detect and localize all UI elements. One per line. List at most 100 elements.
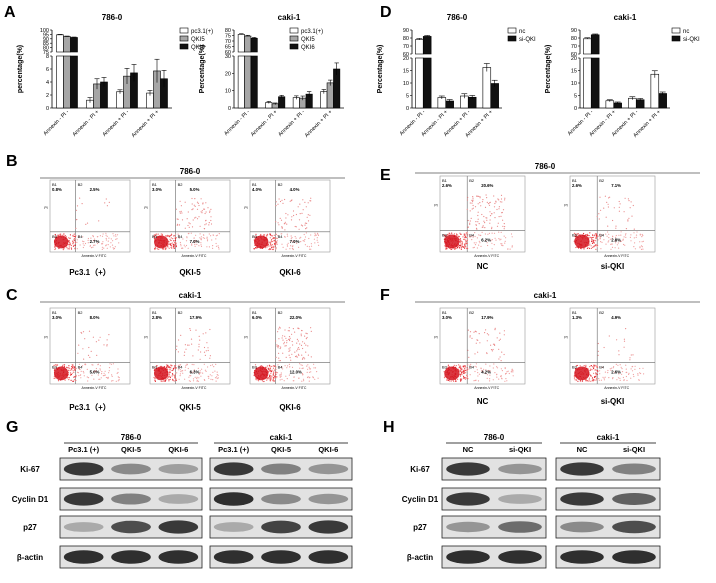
flow-event [475,331,477,333]
flow-event [307,214,309,216]
flow-event [154,247,156,249]
y-tick-label: 15 [571,69,577,75]
flow-event [72,380,74,382]
flow-event [186,364,188,366]
flow-event [296,242,298,244]
flow-event [216,371,218,373]
quadrant-id: B4 [599,365,605,370]
flow-event [633,246,635,248]
flow-event [174,374,176,376]
flow-event [443,371,445,373]
flow-event [77,372,79,374]
flow-event [73,369,76,371]
bar [250,55,258,109]
flow-event [472,199,474,201]
flow-event [592,246,594,248]
flow-event [595,372,597,374]
flow-event [167,365,169,367]
flow-event [595,237,597,239]
flow-event [281,227,283,229]
flow-event [616,339,618,341]
flow-event [313,367,315,369]
y-tick-label: 65 [225,45,231,51]
flow-event [270,234,272,237]
flow-event [174,367,176,369]
flow-event [202,202,204,204]
flow-event [83,372,85,374]
flow-event [460,369,462,371]
flow-event [178,224,180,226]
blot-band [63,550,104,564]
flow-event [76,248,78,250]
flow-event [291,237,293,239]
flow-event [474,353,476,355]
flow-event [255,366,257,368]
flow-event [83,358,85,360]
flow-event [284,198,286,201]
flow-event [599,196,601,198]
flow-event [273,374,275,376]
flow-event [617,377,620,379]
flow-event [486,333,488,335]
flow-event [209,328,211,331]
quadrant-percent: 12.0% [290,370,302,375]
flow-event [275,205,277,207]
flow-panel-title: caki-1 [534,291,557,300]
flow-event [160,233,162,235]
flow-event [190,375,192,377]
flow-event [101,243,103,245]
flow-event [173,246,175,248]
flow-axis-y: PI [434,203,437,207]
flow-event [461,242,464,244]
flow-event [214,370,216,372]
bar [56,34,64,53]
flow-event [173,368,175,370]
quadrant-percent: 3.0% [152,187,162,192]
flow-event [77,352,79,354]
quadrant-percent: 22.0% [290,315,302,320]
flow-axis-y: PI [44,206,47,210]
flow-event [285,212,287,215]
blot-lane-label: Pc3.1 (+) [218,445,250,454]
flow-event [188,344,190,346]
flow-event [101,248,103,250]
flow-event [170,367,172,369]
blot-band [498,463,542,475]
blot-band [111,520,151,534]
flow-event [611,238,613,240]
flow-event [607,241,609,243]
flow-event [593,239,595,241]
flow-sample-label: NC [477,397,489,406]
blot-row-label: β-actin [17,553,43,562]
flow-sample-label: Pc3.1（+） [69,267,111,277]
flow-event [118,379,120,381]
flow-event [172,378,174,380]
flow-event [195,216,197,218]
quadrant-id: B1 [572,178,578,183]
legend-swatch [179,35,189,42]
flow-event [470,217,472,219]
y-tick-label: 0 [574,106,577,112]
legend-label: nc [683,29,689,35]
flow-event [483,368,485,370]
flow-event [618,373,620,375]
flow-event [267,367,269,369]
flow-event [307,220,310,222]
flow-event [466,242,468,244]
bar [415,57,424,109]
flow-event [274,245,276,248]
flow-event [505,237,507,239]
flow-event [118,242,120,244]
flow-event [464,245,466,247]
flow-event [461,245,464,247]
flow-event [175,379,177,382]
flow-event [587,247,589,249]
flow-event [473,331,475,333]
bar [320,91,328,109]
flow-event [622,239,624,241]
blot-band [261,463,301,475]
flow-event [280,373,282,376]
quadrant-id: B4 [278,365,284,370]
